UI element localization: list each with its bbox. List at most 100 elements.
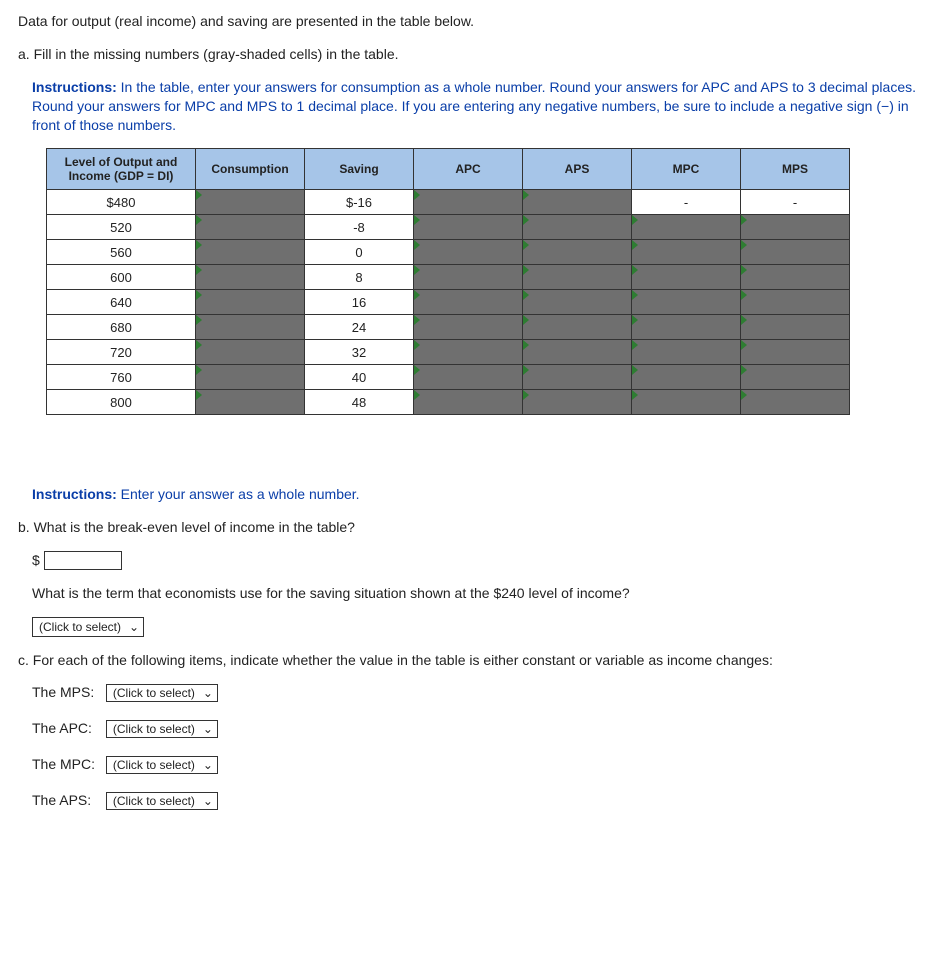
chevron-down-icon: ⌄ xyxy=(203,795,213,807)
mpc-input-cell[interactable] xyxy=(632,365,741,390)
apc-input-cell[interactable] xyxy=(414,190,523,215)
mpc-input-cell[interactable] xyxy=(632,215,741,240)
col-consumption: Consumption xyxy=(196,149,305,190)
apc-input-cell[interactable] xyxy=(414,340,523,365)
consumption-input-cell[interactable] xyxy=(196,190,305,215)
col-mpc: MPC xyxy=(632,149,741,190)
consumption-input-cell[interactable] xyxy=(196,240,305,265)
mps-input-cell[interactable] xyxy=(741,215,850,240)
dollar-sign: $ xyxy=(32,552,40,568)
mps: - xyxy=(741,190,850,215)
select-label: (Click to select) xyxy=(113,758,195,772)
intro-text: Data for output (real income) and saving… xyxy=(18,12,930,31)
aps-input-cell[interactable] xyxy=(523,290,632,315)
apc-input-cell[interactable] xyxy=(414,315,523,340)
aps-input-cell[interactable] xyxy=(523,340,632,365)
chevron-down-icon: ⌄ xyxy=(203,687,213,699)
saving-cell: 8 xyxy=(305,265,414,290)
mpc-input-cell[interactable] xyxy=(632,265,741,290)
saving-cell: 24 xyxy=(305,315,414,340)
aps-input-cell[interactable] xyxy=(523,365,632,390)
apc-select[interactable]: (Click to select) ⌄ xyxy=(106,720,218,738)
mps-input-cell[interactable] xyxy=(741,265,850,290)
mps-input-cell[interactable] xyxy=(741,365,850,390)
mpc-input-cell[interactable] xyxy=(632,315,741,340)
aps-input-cell[interactable] xyxy=(523,390,632,415)
part-c-prompt: c. For each of the following items, indi… xyxy=(18,651,930,670)
mps-label: The MPS: xyxy=(32,684,102,700)
apc-input-cell[interactable] xyxy=(414,390,523,415)
apc-input-cell[interactable] xyxy=(414,365,523,390)
income-cell: $480 xyxy=(47,190,196,215)
saving-cell: $-16 xyxy=(305,190,414,215)
table-row: 640 16 xyxy=(47,290,850,315)
consumption-input-cell[interactable] xyxy=(196,340,305,365)
table-row: 6008 xyxy=(47,265,850,290)
aps-input-cell[interactable] xyxy=(523,190,632,215)
apc-input-cell[interactable] xyxy=(414,240,523,265)
chevron-down-icon: ⌄ xyxy=(129,621,139,633)
mps-select[interactable]: (Click to select) ⌄ xyxy=(106,684,218,702)
mps-input-cell[interactable] xyxy=(741,315,850,340)
saving-cell: 40 xyxy=(305,365,414,390)
select-label: (Click to select) xyxy=(113,722,195,736)
saving-cell: 32 xyxy=(305,340,414,365)
table-row: 720 32 xyxy=(47,340,850,365)
mps-input-cell[interactable] xyxy=(741,240,850,265)
instructions-b-text: Enter your answer as a whole number. xyxy=(117,486,360,502)
break-even-input-line: $ xyxy=(32,551,930,570)
instructions-b: Instructions: Enter your answer as a who… xyxy=(32,485,930,504)
apc-label: The APC: xyxy=(32,720,102,736)
saving-term-question: What is the term that economists use for… xyxy=(32,584,930,603)
mpc-input-cell[interactable] xyxy=(632,390,741,415)
mps-input-cell[interactable] xyxy=(741,340,850,365)
col-apc: APC xyxy=(414,149,523,190)
select-label: (Click to select) xyxy=(113,794,195,808)
saving-cell: 0 xyxy=(305,240,414,265)
consumption-input-cell[interactable] xyxy=(196,265,305,290)
mpc: - xyxy=(632,190,741,215)
income-cell: 760 xyxy=(47,365,196,390)
part-a-prompt: a. Fill in the missing numbers (gray-sha… xyxy=(18,45,930,64)
apc-input-cell[interactable] xyxy=(414,215,523,240)
income-cell: 520 xyxy=(47,215,196,240)
break-even-input[interactable] xyxy=(44,551,122,570)
saving-cell: 16 xyxy=(305,290,414,315)
aps-input-cell[interactable] xyxy=(523,265,632,290)
col-aps: APS xyxy=(523,149,632,190)
mps-input-cell[interactable] xyxy=(741,390,850,415)
table-row: 680 24 xyxy=(47,315,850,340)
consumption-input-cell[interactable] xyxy=(196,315,305,340)
saving-term-select[interactable]: (Click to select) ⌄ xyxy=(32,617,144,637)
aps-input-cell[interactable] xyxy=(523,240,632,265)
col-income: Level of Output and Income (GDP = DI) xyxy=(47,149,196,190)
apc-input-cell[interactable] xyxy=(414,265,523,290)
select-label: (Click to select) xyxy=(113,686,195,700)
table-row: 520-8 xyxy=(47,215,850,240)
mpc-input-cell[interactable] xyxy=(632,290,741,315)
mpc-select[interactable]: (Click to select) ⌄ xyxy=(106,756,218,774)
mpc-input-cell[interactable] xyxy=(632,340,741,365)
mps-input-cell[interactable] xyxy=(741,290,850,315)
chevron-down-icon: ⌄ xyxy=(203,759,213,771)
table-row: 80048 xyxy=(47,390,850,415)
income-cell: 680 xyxy=(47,315,196,340)
select-label: (Click to select) xyxy=(39,619,121,635)
consumption-input-cell[interactable] xyxy=(196,365,305,390)
part-b-prompt: b. What is the break-even level of incom… xyxy=(18,518,930,537)
aps-select[interactable]: (Click to select) ⌄ xyxy=(106,792,218,810)
aps-input-cell[interactable] xyxy=(523,215,632,240)
mpc-input-cell[interactable] xyxy=(632,240,741,265)
table-row: 760 40 xyxy=(47,365,850,390)
aps-label: The APS: xyxy=(32,792,102,808)
instructions-a-label: Instructions: xyxy=(32,79,117,95)
chevron-down-icon: ⌄ xyxy=(203,723,213,735)
instructions-a: Instructions: In the table, enter your a… xyxy=(32,78,930,135)
aps-input-cell[interactable] xyxy=(523,315,632,340)
income-cell: 640 xyxy=(47,290,196,315)
consumption-input-cell[interactable] xyxy=(196,290,305,315)
consumption-input-cell[interactable] xyxy=(196,390,305,415)
apc-input-cell[interactable] xyxy=(414,290,523,315)
income-cell: 720 xyxy=(47,340,196,365)
consumption-input-cell[interactable] xyxy=(196,215,305,240)
